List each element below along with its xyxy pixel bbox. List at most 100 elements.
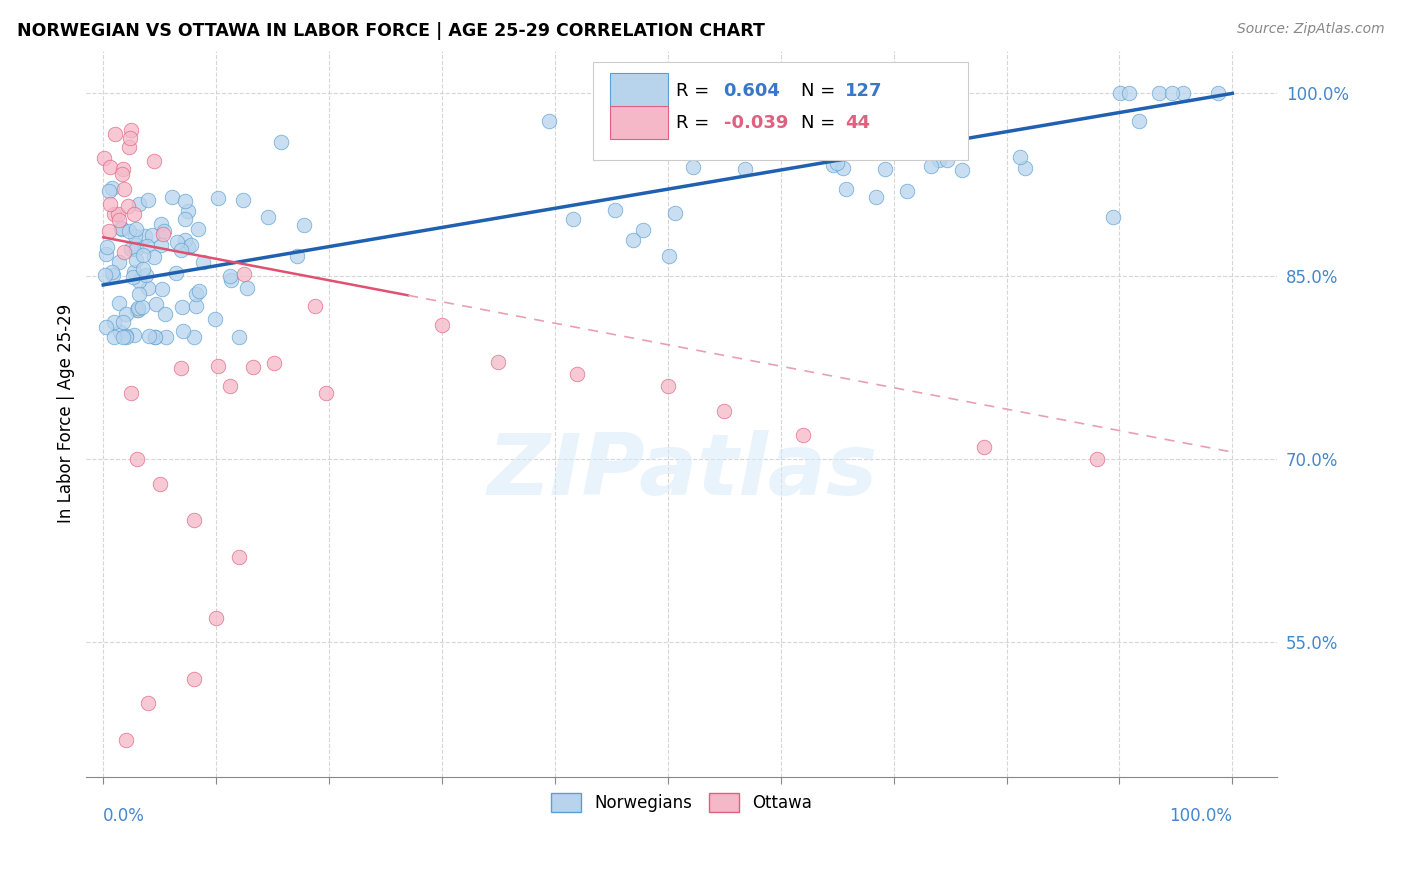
Point <box>143 330 166 344</box>
Text: -0.039: -0.039 <box>724 114 787 132</box>
Point <box>682 160 704 174</box>
Point <box>537 114 560 128</box>
Point <box>120 385 142 400</box>
Point <box>1206 87 1229 101</box>
Point <box>173 194 195 209</box>
Point <box>136 281 159 295</box>
Point <box>112 315 135 329</box>
Point <box>118 140 141 154</box>
Point <box>1128 113 1150 128</box>
Text: R =: R = <box>676 81 714 100</box>
Point <box>145 297 167 311</box>
Point <box>207 191 229 205</box>
Point <box>122 327 145 342</box>
Point <box>98 160 121 174</box>
Point <box>714 100 737 114</box>
Point <box>101 181 124 195</box>
Point <box>218 379 240 393</box>
Point <box>183 330 205 344</box>
Point <box>142 153 165 168</box>
Point <box>124 228 146 243</box>
Point <box>115 330 138 344</box>
Point <box>183 513 205 527</box>
Point <box>242 360 264 375</box>
Point <box>304 299 326 313</box>
FancyBboxPatch shape <box>610 73 668 106</box>
Point <box>127 302 149 317</box>
Point <box>118 224 141 238</box>
Point <box>896 185 918 199</box>
Point <box>98 184 121 198</box>
Point <box>117 199 139 213</box>
Point <box>865 190 887 204</box>
Text: 0.604: 0.604 <box>724 81 780 100</box>
Point <box>132 261 155 276</box>
Point <box>136 194 159 208</box>
Text: Source: ZipAtlas.com: Source: ZipAtlas.com <box>1237 22 1385 37</box>
Point <box>187 285 209 299</box>
Point <box>287 249 309 263</box>
Point <box>263 356 285 370</box>
Point <box>187 222 209 236</box>
Point <box>122 207 145 221</box>
Point <box>166 235 188 249</box>
Point <box>219 269 242 284</box>
Point <box>621 233 644 247</box>
Point <box>880 120 903 134</box>
Point <box>184 300 207 314</box>
Point <box>658 249 681 263</box>
Point <box>177 203 200 218</box>
Point <box>877 87 900 101</box>
Point <box>766 139 789 153</box>
FancyBboxPatch shape <box>592 62 967 160</box>
FancyBboxPatch shape <box>610 106 668 139</box>
Point <box>236 280 259 294</box>
Point <box>1014 161 1036 176</box>
Point <box>120 243 142 257</box>
Point <box>107 295 129 310</box>
Point <box>562 211 585 226</box>
Point <box>125 242 148 256</box>
Point <box>108 255 131 269</box>
Point <box>928 153 950 167</box>
Point <box>855 97 877 112</box>
Point <box>165 266 187 280</box>
Point <box>112 161 135 176</box>
Point <box>1118 87 1140 101</box>
Point <box>127 302 149 317</box>
Point <box>1085 452 1108 467</box>
Point <box>111 168 134 182</box>
Y-axis label: In Labor Force | Age 25-29: In Labor Force | Age 25-29 <box>58 304 75 524</box>
Point <box>204 312 226 326</box>
Point <box>228 330 250 344</box>
Point <box>257 210 280 224</box>
Text: R =: R = <box>676 114 714 132</box>
Point <box>160 190 183 204</box>
Point <box>169 243 191 257</box>
Point <box>1102 211 1125 225</box>
Point <box>232 193 254 207</box>
Point <box>96 246 118 260</box>
Point <box>315 386 337 401</box>
Point <box>111 222 134 236</box>
Point <box>93 151 115 165</box>
Point <box>143 250 166 264</box>
Point <box>124 253 146 268</box>
Point <box>177 239 200 253</box>
Point <box>127 301 149 315</box>
Point <box>835 182 858 196</box>
Text: 0.0%: 0.0% <box>103 807 145 825</box>
Point <box>219 273 242 287</box>
Point <box>141 228 163 243</box>
Text: ZIPatlas: ZIPatlas <box>486 430 877 513</box>
Point <box>825 156 848 170</box>
Point <box>114 328 136 343</box>
Point <box>94 268 117 283</box>
Point <box>96 320 118 334</box>
Point <box>191 255 214 269</box>
Point <box>101 268 124 283</box>
Point <box>98 223 121 237</box>
Point <box>813 134 835 148</box>
Point <box>149 476 172 491</box>
Point <box>821 158 844 172</box>
